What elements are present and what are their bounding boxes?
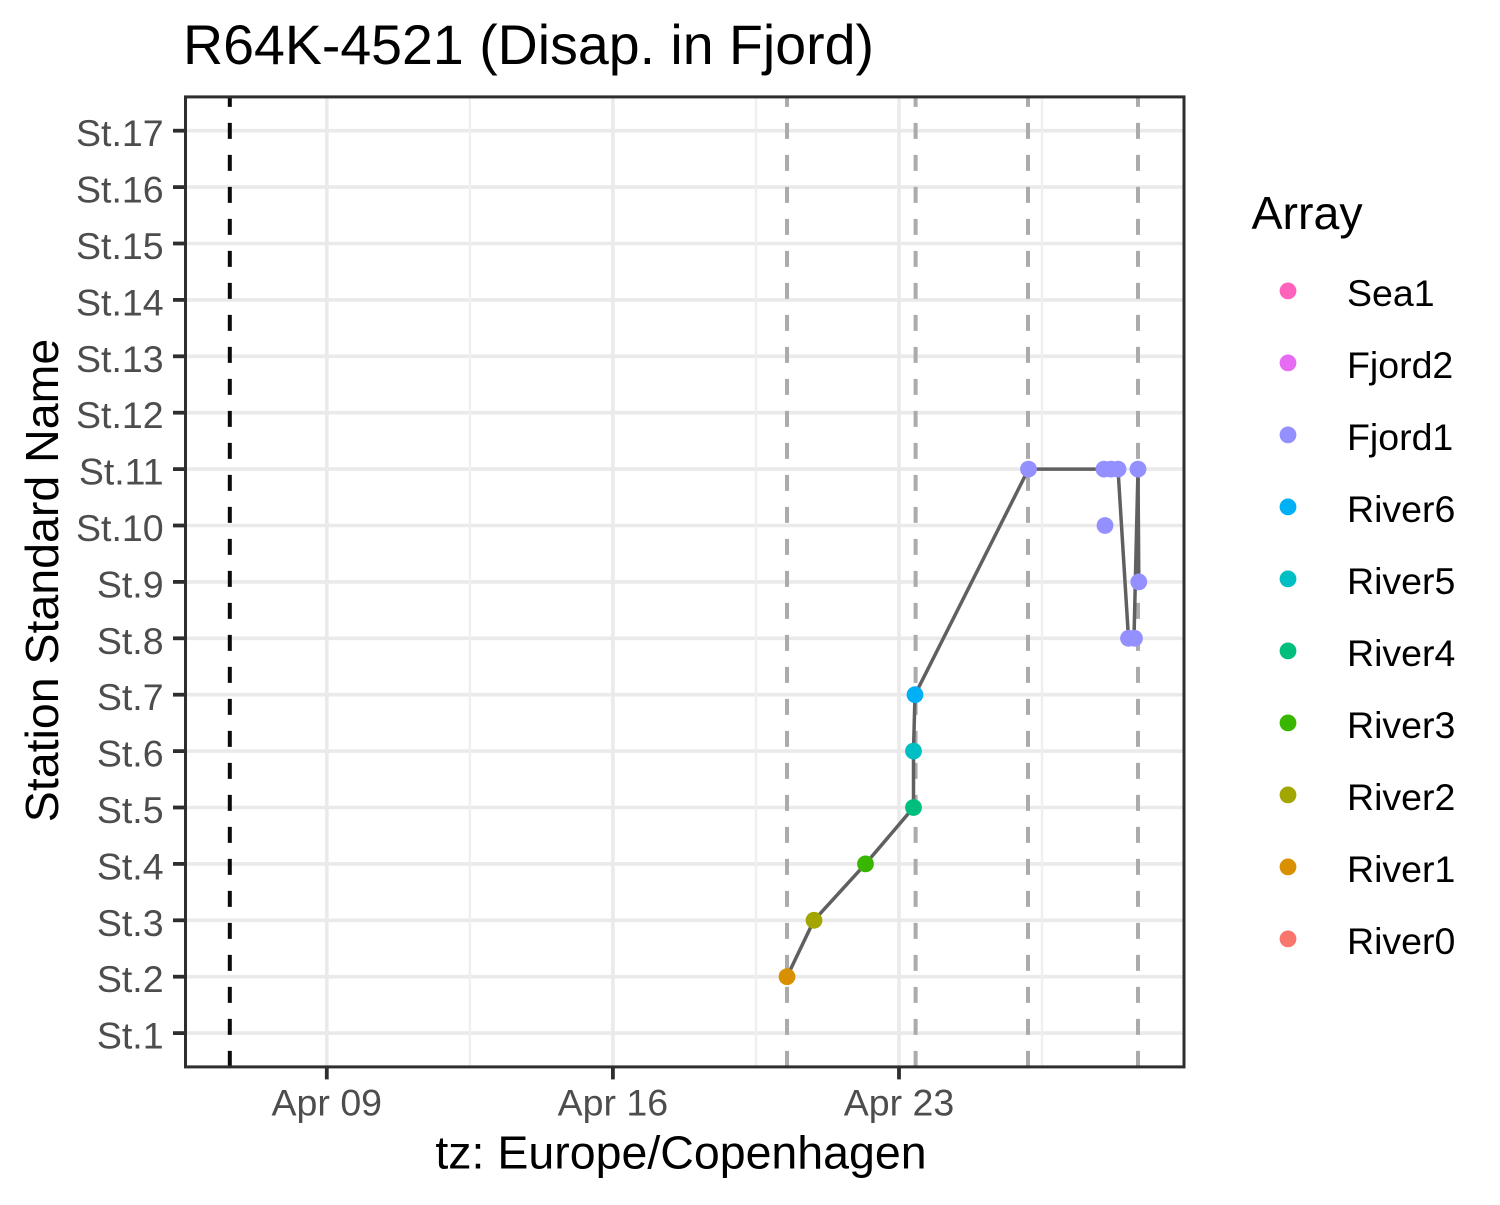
svg-text:St.14: St.14 xyxy=(76,281,164,323)
svg-text:St.11: St.11 xyxy=(79,451,164,493)
svg-text:Array: Array xyxy=(1252,187,1364,239)
svg-text:River1: River1 xyxy=(1347,848,1455,890)
svg-text:St.9: St.9 xyxy=(97,563,164,605)
svg-text:St.16: St.16 xyxy=(76,169,164,211)
svg-text:St.6: St.6 xyxy=(97,733,164,775)
svg-text:Apr 23: Apr 23 xyxy=(844,1082,955,1124)
svg-text:River6: River6 xyxy=(1347,488,1455,530)
svg-text:Fjord1: Fjord1 xyxy=(1347,416,1453,458)
svg-text:River3: River3 xyxy=(1347,704,1455,746)
svg-text:Apr 16: Apr 16 xyxy=(558,1082,669,1124)
svg-text:St.3: St.3 xyxy=(97,902,164,944)
svg-text:tz: Europe/Copenhagen: tz: Europe/Copenhagen xyxy=(435,1127,926,1179)
svg-text:St.5: St.5 xyxy=(97,789,164,831)
svg-text:River0: River0 xyxy=(1347,920,1455,962)
svg-text:River2: River2 xyxy=(1347,776,1455,818)
svg-text:Fjord2: Fjord2 xyxy=(1347,344,1453,386)
svg-text:St.10: St.10 xyxy=(76,507,164,549)
svg-text:St.4: St.4 xyxy=(97,845,164,887)
svg-text:St.2: St.2 xyxy=(97,958,164,1000)
svg-text:St.13: St.13 xyxy=(76,338,164,380)
svg-text:River4: River4 xyxy=(1347,632,1455,674)
svg-text:Apr 09: Apr 09 xyxy=(272,1082,383,1124)
svg-text:St.1: St.1 xyxy=(97,1015,164,1057)
svg-text:St.15: St.15 xyxy=(76,225,164,267)
svg-text:Station Standard Name: Station Standard Name xyxy=(16,339,68,822)
svg-text:St.12: St.12 xyxy=(76,394,164,436)
svg-text:St.17: St.17 xyxy=(76,112,164,154)
svg-text:St.7: St.7 xyxy=(97,676,164,718)
svg-text:St.8: St.8 xyxy=(97,620,164,662)
svg-text:River5: River5 xyxy=(1347,560,1455,602)
svg-text:R64K-4521 (Disap. in Fjord): R64K-4521 (Disap. in Fjord) xyxy=(183,14,874,76)
svg-text:Sea1: Sea1 xyxy=(1347,272,1435,314)
